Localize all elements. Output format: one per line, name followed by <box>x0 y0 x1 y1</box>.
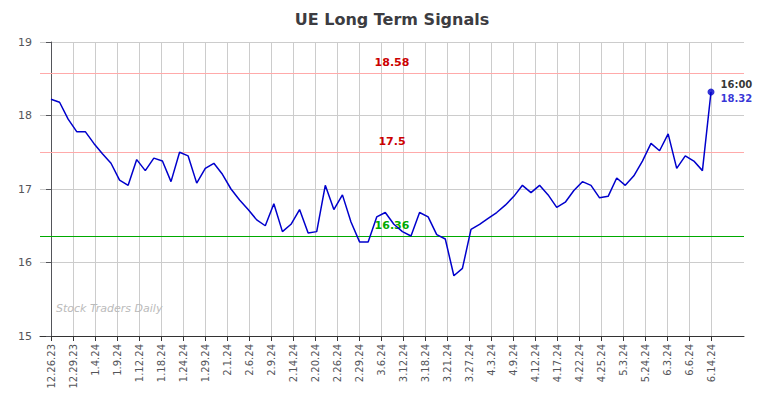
svg-text:4.3.24: 4.3.24 <box>486 344 497 376</box>
svg-text:2.26.24: 2.26.24 <box>332 344 343 382</box>
svg-text:19: 19 <box>18 36 32 49</box>
svg-text:4.25.24: 4.25.24 <box>596 344 607 382</box>
svg-text:18: 18 <box>18 109 32 122</box>
svg-text:3.12.24: 3.12.24 <box>398 344 409 382</box>
svg-text:5.3.24: 5.3.24 <box>618 344 629 376</box>
svg-text:2.20.24: 2.20.24 <box>310 344 321 382</box>
svg-text:6.14.24: 6.14.24 <box>706 344 717 382</box>
svg-text:3.21.24: 3.21.24 <box>442 344 453 382</box>
svg-text:16:00: 16:00 <box>721 79 753 90</box>
svg-text:6.6.24: 6.6.24 <box>684 344 695 376</box>
svg-text:2.29.24: 2.29.24 <box>354 344 365 382</box>
svg-text:4.9.24: 4.9.24 <box>508 344 519 376</box>
svg-text:4.17.24: 4.17.24 <box>552 344 563 382</box>
svg-text:4.22.24: 4.22.24 <box>574 344 585 382</box>
svg-text:17.5: 17.5 <box>378 135 405 148</box>
svg-text:3.27.24: 3.27.24 <box>464 344 475 382</box>
svg-text:UE Long Term Signals: UE Long Term Signals <box>295 10 490 29</box>
svg-text:2.14.24: 2.14.24 <box>288 344 299 382</box>
svg-text:6.3.24: 6.3.24 <box>662 344 673 376</box>
svg-text:2.6.24: 2.6.24 <box>244 344 255 376</box>
svg-text:16.36: 16.36 <box>374 219 410 232</box>
svg-text:18.32: 18.32 <box>721 93 753 104</box>
svg-text:18.58: 18.58 <box>375 56 410 69</box>
svg-text:1.12.24: 1.12.24 <box>134 344 145 382</box>
svg-text:1.18.24: 1.18.24 <box>156 344 167 382</box>
svg-text:12.29.23: 12.29.23 <box>68 344 79 389</box>
svg-text:15: 15 <box>18 330 32 343</box>
svg-text:17: 17 <box>18 183 32 196</box>
svg-text:Stock Traders Daily: Stock Traders Daily <box>56 302 163 315</box>
svg-text:4.12.24: 4.12.24 <box>530 344 541 382</box>
svg-text:1.9.24: 1.9.24 <box>112 344 123 376</box>
svg-text:1.4.24: 1.4.24 <box>90 344 101 376</box>
svg-text:16: 16 <box>18 256 32 269</box>
svg-text:2.9.24: 2.9.24 <box>266 344 277 376</box>
svg-text:2.1.24: 2.1.24 <box>222 344 233 376</box>
svg-text:5.24.24: 5.24.24 <box>640 344 651 382</box>
svg-text:1.24.24: 1.24.24 <box>178 344 189 382</box>
svg-text:3.18.24: 3.18.24 <box>420 344 431 382</box>
svg-text:12.26.23: 12.26.23 <box>46 344 57 389</box>
svg-text:1.29.24: 1.29.24 <box>200 344 211 382</box>
svg-text:3.6.24: 3.6.24 <box>376 344 387 376</box>
